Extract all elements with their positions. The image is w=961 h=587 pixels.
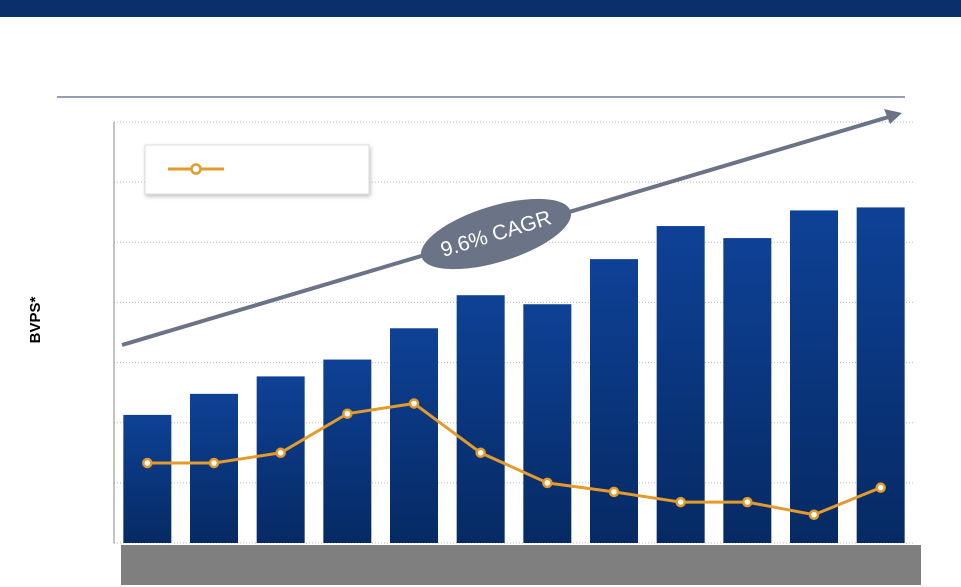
bar [256, 376, 305, 543]
y-axis-label: BVPS* [27, 296, 44, 343]
bar [790, 210, 838, 543]
bar [656, 226, 705, 543]
bar [456, 295, 505, 543]
line-marker [808, 509, 820, 520]
line-marker [542, 477, 553, 489]
line-marker [675, 496, 686, 508]
cagr-arrowhead [884, 109, 902, 124]
bar [523, 304, 572, 543]
bar [590, 259, 638, 543]
line-marker [342, 408, 353, 419]
line-marker [275, 447, 286, 459]
line [147, 401, 882, 517]
legend-marker [190, 163, 202, 175]
bar [323, 359, 372, 543]
bar [190, 393, 238, 543]
line-marker [208, 457, 220, 469]
line-marker [408, 398, 420, 409]
bar [123, 414, 172, 543]
category-band [121, 545, 921, 585]
bar [723, 238, 772, 543]
header-band [0, 0, 961, 17]
line-marker [608, 486, 620, 498]
line-marker [875, 482, 886, 493]
line-marker [142, 457, 153, 469]
line-marker [742, 496, 753, 508]
line-marker [475, 447, 486, 459]
cagr-oval [420, 198, 572, 270]
bar [390, 328, 438, 543]
